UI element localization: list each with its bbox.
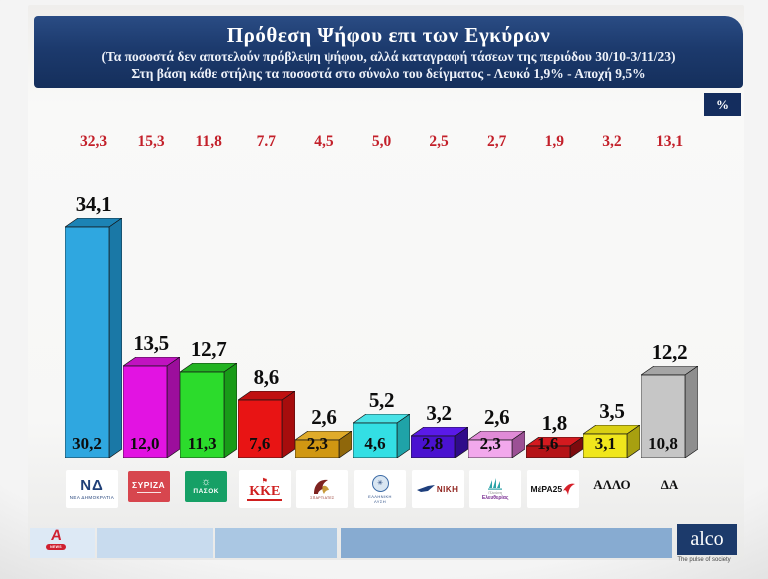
elliniki-lysi-logo-subtext: ΕΛΛΗΝΙΚΗ ΛΥΣΗ <box>368 493 392 504</box>
subtitle-line-2: Στη βάση κάθε στήλης τα ποσοστά στο σύνο… <box>131 65 646 81</box>
bar-base-label-elliniki-lysi: 4,6 <box>364 434 386 453</box>
bar-base-label-syriza: 12,0 <box>129 434 160 453</box>
footer-segment-2 <box>97 528 213 558</box>
mera25-bird-icon <box>563 483 576 495</box>
bar-pasok <box>180 363 238 458</box>
bar-value-label-syriza: 13,5 <box>133 331 169 355</box>
bar-kke <box>237 391 295 458</box>
red-value-niki: 2,5 <box>429 133 449 150</box>
party-logo-plefsi-eleftherias: Πλεύση Ελευθερίας <box>469 470 522 508</box>
plefsi-logo-text-1: Πλεύση <box>488 489 502 495</box>
alpha-news-logo: A NEWS <box>44 527 68 555</box>
alpha-letter-icon: A <box>49 527 63 544</box>
pasok-logo-text: ΠΑΣΟΚ <box>193 488 219 495</box>
party-logo-pasok: ☼ ΠΑΣΟΚ <box>185 471 228 502</box>
red-value-spartiates: 4,5 <box>314 133 334 150</box>
bar-value-label-pasok: 12,7 <box>190 337 227 361</box>
syriza-logo-underline <box>136 492 161 493</box>
party-logo-kke: ⚑ ΚΚΕ <box>238 470 291 508</box>
bar-elliniki-lysi <box>353 414 410 458</box>
bar-base-label-da: 10,8 <box>648 434 678 453</box>
kke-flag-icon: ⚑ <box>261 476 268 485</box>
alco-logo: alco <box>677 524 737 555</box>
bar-base-label-niki: 2,8 <box>421 434 444 453</box>
spartiates-logo-subtext: ΣΠΑΡΤΙΑΤΕΣ <box>310 496 335 500</box>
red-value-kke: 7.7 <box>256 133 276 150</box>
category-label-da: ΔΑ <box>660 477 679 492</box>
bar-value-label-kke: 8,6 <box>253 365 280 389</box>
alco-tagline: The pulse of society <box>677 557 731 563</box>
slide-background <box>28 5 744 560</box>
page-title: Πρόθεση Ψήφου επι των Εγκύρων <box>226 22 551 47</box>
mera25-logo-row: ΜέΡΑ25 <box>531 482 576 496</box>
niki-logo-text: ΝΙΚΗ <box>436 484 459 494</box>
bar-spartiates <box>295 431 353 458</box>
party-logo-spartiates: ΣΠΑΡΤΙΑΤΕΣ <box>296 470 349 508</box>
subtitle-line-1: (Τα ποσοστά δεν αποτελούν πρόβλεψη ψήφου… <box>101 48 676 64</box>
niki-logo-row: ΝΙΚΗ <box>416 484 459 494</box>
kke-logo-text: ΚΚΕ <box>247 483 283 501</box>
bar-syriza <box>122 357 180 458</box>
red-value-syriza: 15,3 <box>137 133 165 150</box>
category-label-allo: ΑΛΛΟ <box>593 477 631 492</box>
red-value-nd: 32,3 <box>79 133 108 150</box>
bar-base-label-plefsi-eleftherias: 2,3 <box>479 434 501 453</box>
party-logo-elliniki-lysi: ✳ ΕΛΛΗΝΙΚΗ ΛΥΣΗ <box>354 470 406 508</box>
bar-base-label-mera25: 1,6 <box>537 434 559 453</box>
alpha-news-pill: NEWS <box>46 544 66 550</box>
bar-base-label-allo: 3,1 <box>594 434 617 453</box>
niki-wing-icon <box>416 484 435 492</box>
pasok-sun-icon: ☼ <box>201 476 212 488</box>
bar-value-label-spartiates: 2,6 <box>311 405 337 429</box>
nd-logo-text: ΝΔ <box>80 476 104 494</box>
percent-badge: % <box>704 93 741 116</box>
bar-value-label-da: 12,2 <box>651 340 688 364</box>
mera25-logo-text: ΜέΡΑ25 <box>530 484 563 494</box>
bar-value-label-mera25: 1,8 <box>541 411 568 435</box>
bar-da <box>641 366 698 458</box>
footer-segment-3 <box>215 528 337 558</box>
bar-plefsi-eleftherias <box>468 431 526 458</box>
footer-segment-4 <box>341 528 672 558</box>
party-logo-mera25: ΜέΡΑ25 <box>526 470 579 508</box>
bar-value-label-niki: 3,2 <box>426 401 452 425</box>
red-value-plefsi-eleftherias: 2,7 <box>487 133 507 150</box>
bar-value-label-nd: 34,1 <box>75 192 112 216</box>
bar-mera25 <box>525 437 583 458</box>
elliniki-lysi-emblem-icon: ✳ <box>371 474 389 492</box>
bar-niki <box>410 427 468 458</box>
title-box: Πρόθεση Ψήφου επι των Εγκύρων (Τα ποσοστ… <box>34 16 743 88</box>
red-value-mera25: 1,9 <box>544 133 564 150</box>
party-logo-niki: ΝΙΚΗ <box>411 470 464 508</box>
bar-value-label-allo: 3,5 <box>599 399 625 423</box>
plefsi-logo-text-2: Ελευθερίας <box>481 494 509 501</box>
party-logo-nd: ΝΔ ΝΕΑ ΔΗΜΟΚΡΑΤΙΑ <box>66 470 118 508</box>
bar-base-label-kke: 7,6 <box>249 434 271 453</box>
bar-base-label-nd: 30,2 <box>72 434 102 453</box>
red-value-da: 13,1 <box>655 133 684 150</box>
bar-value-label-plefsi-eleftherias: 2,6 <box>484 405 510 429</box>
sailboat-icon <box>488 477 503 490</box>
nd-logo-subtext: ΝΕΑ ΔΗΜΟΚΡΑΤΙΑ <box>69 494 115 500</box>
footer-segment-1 <box>30 528 95 558</box>
red-value-allo: 3,2 <box>602 133 622 150</box>
bar-nd <box>65 218 122 458</box>
party-logo-syriza: ΣΥΡΙΖΑ <box>127 471 170 502</box>
syriza-logo-text: ΣΥΡΙΖΑ <box>132 480 166 490</box>
bar-base-label-pasok: 11,3 <box>187 434 217 453</box>
bar-base-label-spartiates: 2,3 <box>306 434 329 453</box>
spartan-helmet-icon <box>314 479 330 494</box>
red-value-pasok: 11,8 <box>195 133 222 150</box>
red-value-elliniki-lysi: 5,0 <box>371 133 392 150</box>
bar-allo <box>583 425 641 458</box>
bar-value-label-elliniki-lysi: 5,2 <box>368 388 395 412</box>
